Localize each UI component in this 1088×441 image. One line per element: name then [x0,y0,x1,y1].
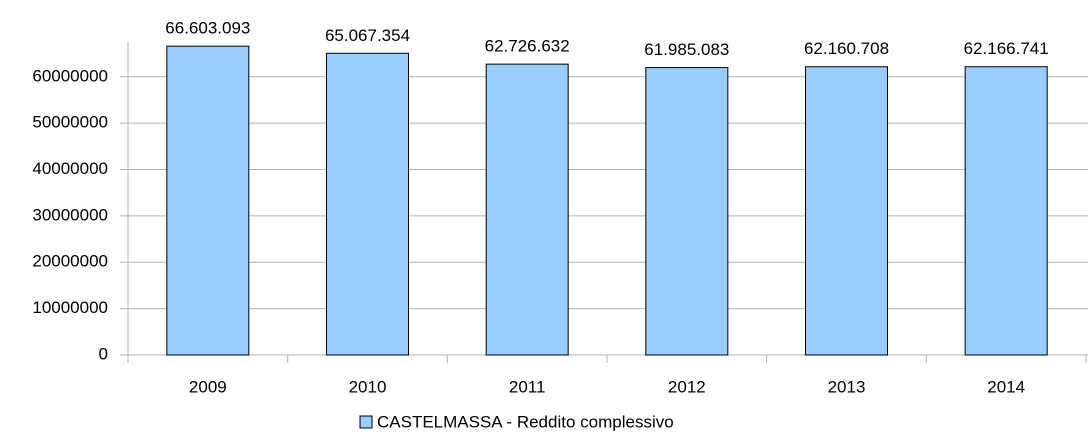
x-tick-label: 2013 [828,377,866,396]
y-tick-label: 60000000 [32,66,108,85]
value-label: 62.166.741 [964,39,1049,58]
legend-swatch [359,415,373,429]
x-tick-label: 2009 [189,377,227,396]
x-tick-label: 2011 [509,377,546,396]
value-label: 62.726.632 [485,37,570,56]
x-tick-label: 2012 [668,377,706,396]
y-tick-label: 30000000 [32,205,108,224]
y-tick-label: 40000000 [32,159,108,178]
value-label: 65.067.354 [325,26,410,45]
value-label: 62.160.708 [804,39,889,58]
y-tick-label: 20000000 [32,252,108,271]
y-tick-label: 10000000 [32,298,108,317]
bar [485,63,569,356]
value-label: 66.603.093 [165,19,250,38]
bar [645,67,729,356]
bar [166,45,250,356]
bar [326,52,409,356]
x-tick-label: 2010 [349,377,387,396]
legend-label: CASTELMASSA - Reddito complessivo [377,412,674,431]
bar [805,66,888,356]
y-tick-label: 50000000 [32,113,108,132]
y-tick-label: 0 [99,344,108,363]
value-label: 61.985.083 [644,40,729,59]
bar [964,66,1048,356]
x-tick-label: 2014 [987,377,1025,396]
